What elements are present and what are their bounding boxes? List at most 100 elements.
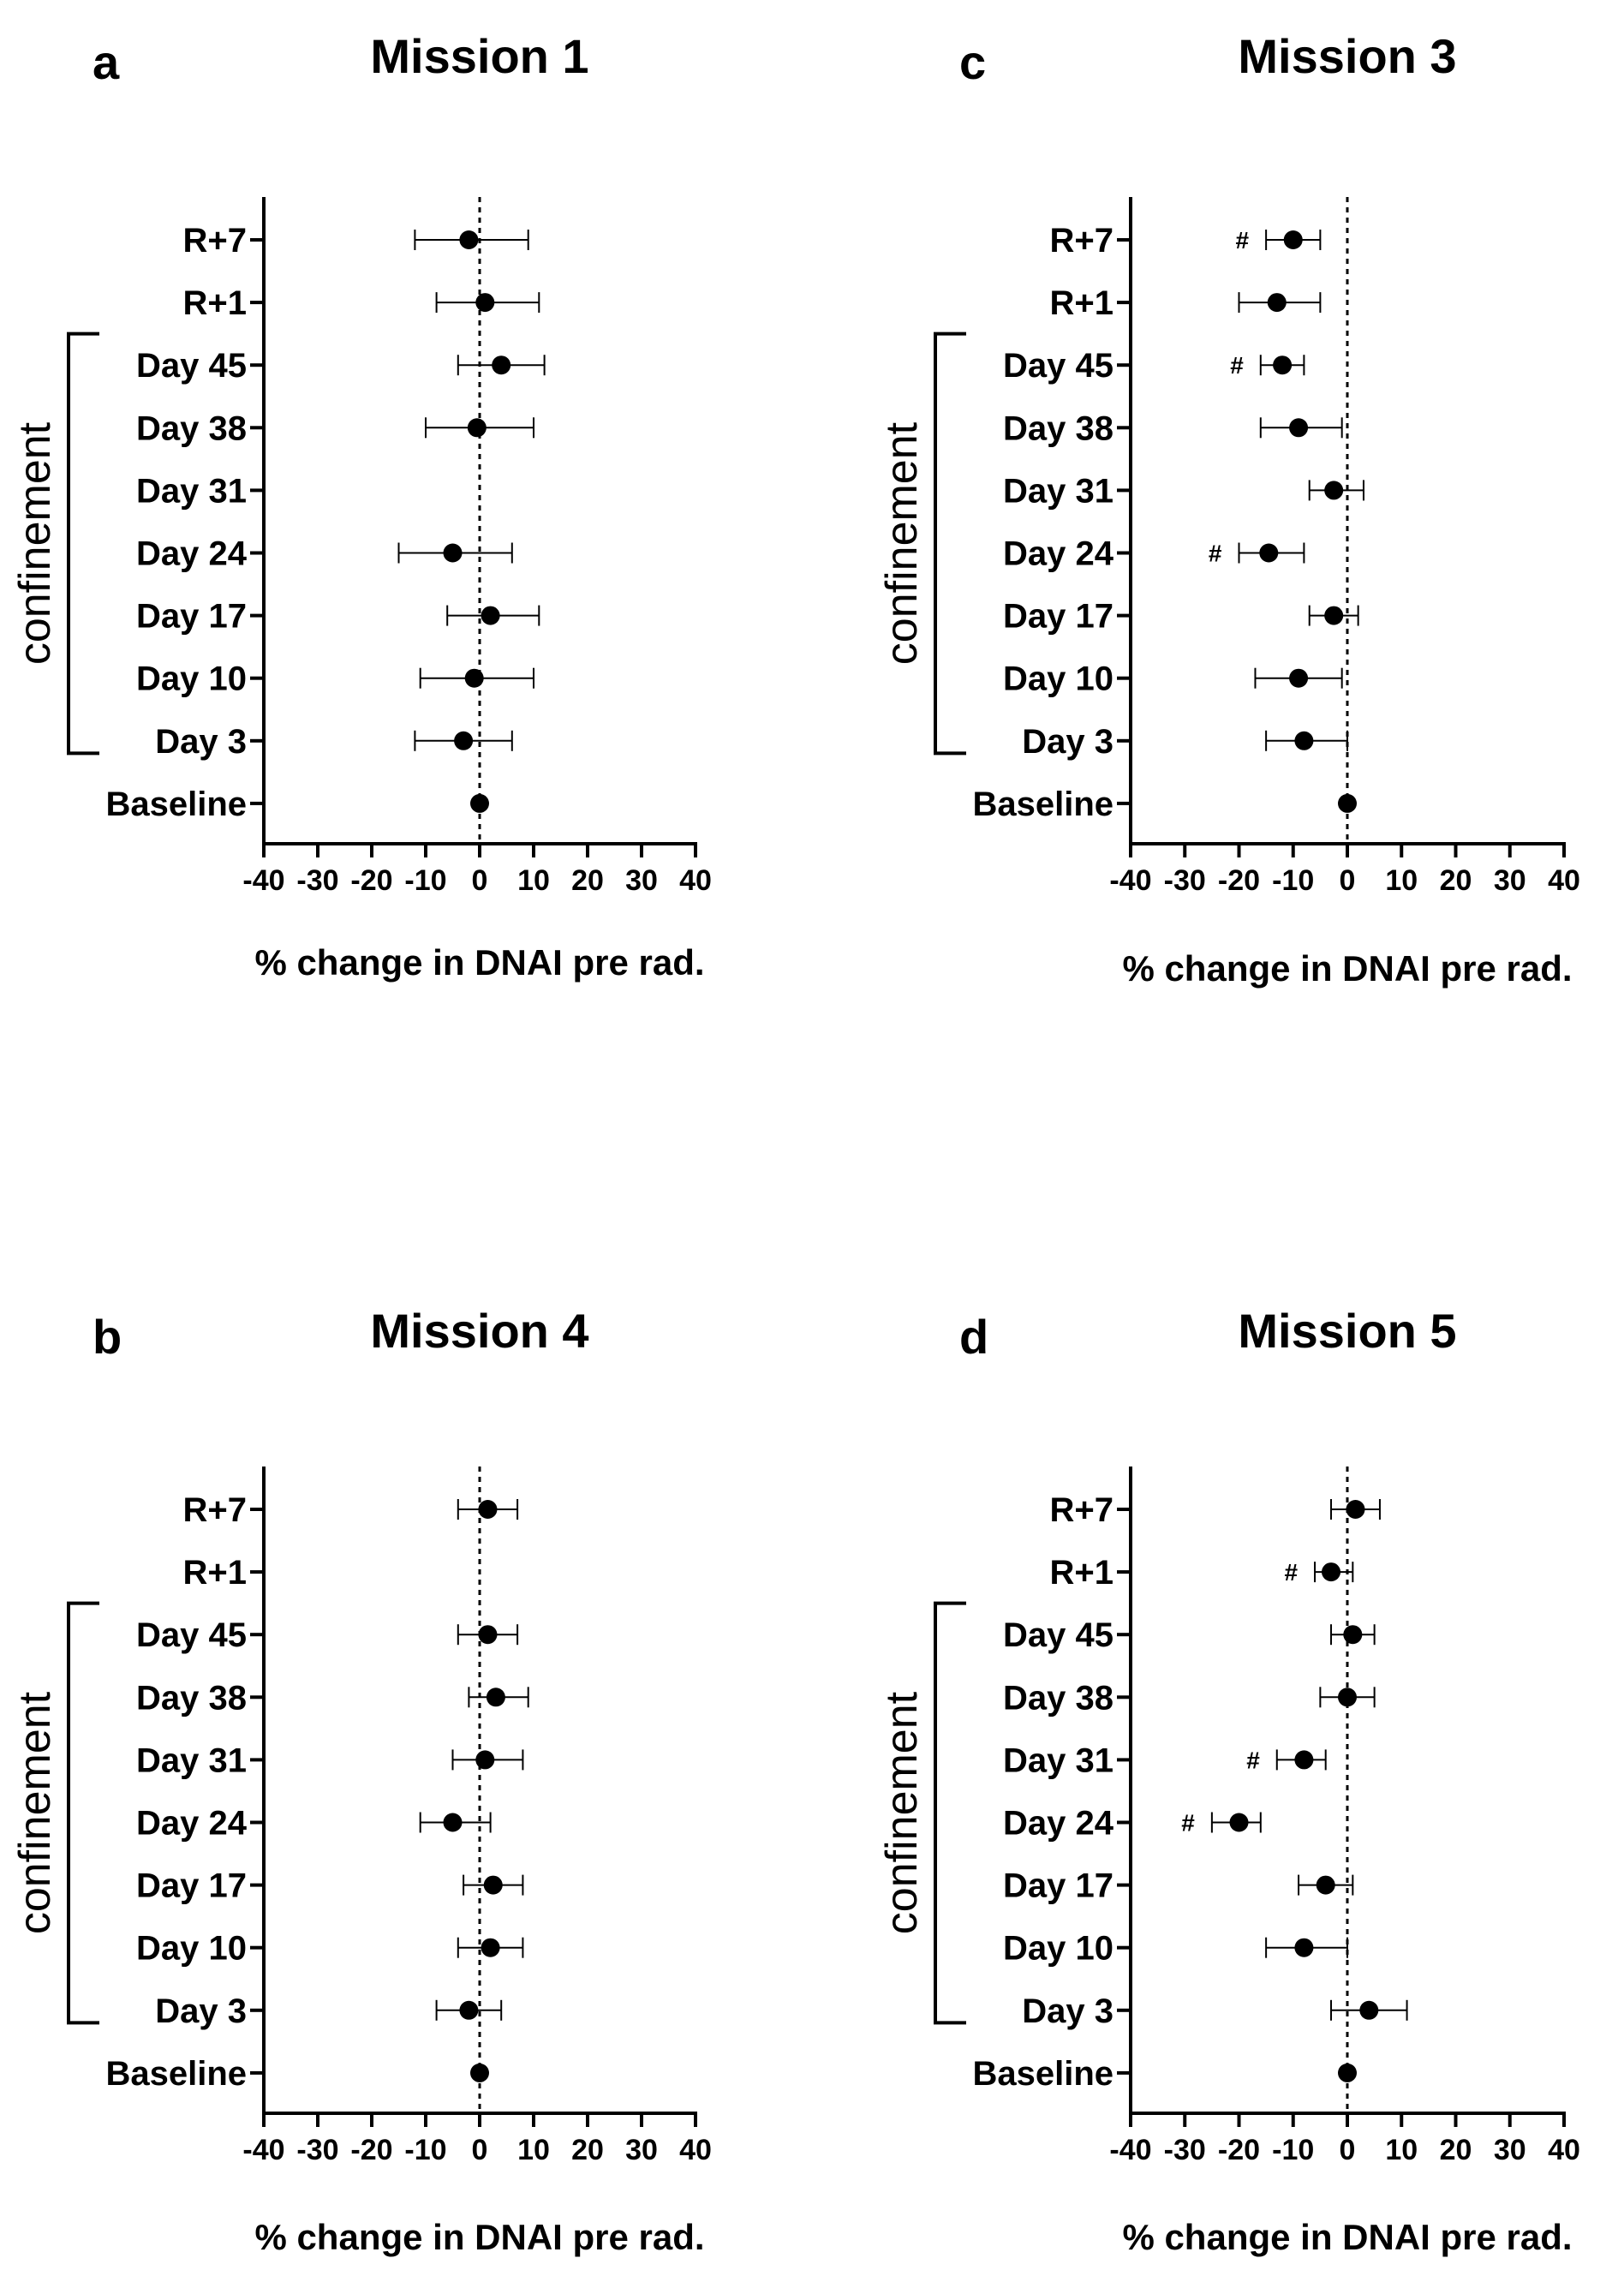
x-axis-label: % change in DNAI pre rad.	[1122, 2217, 1572, 2257]
x-tick-label: 0	[1340, 864, 1356, 897]
panel-mission-3: c Mission 3 % change in DNAI pre rad. -4…	[877, 29, 1580, 989]
data-point	[443, 1813, 463, 1832]
data-point	[1273, 355, 1293, 375]
data-point	[481, 606, 500, 625]
y-tick-label: Day 3	[155, 723, 247, 761]
panel-letter: c	[959, 35, 986, 89]
x-axis-label: % change in DNAI pre rad.	[1122, 948, 1572, 989]
y-tick-label: Day 45	[136, 1616, 247, 1654]
x-tick-label: 10	[1385, 864, 1418, 897]
data-point	[464, 668, 484, 688]
significance-marker: #	[1284, 1559, 1298, 1586]
x-tick-label: -10	[1272, 2134, 1314, 2166]
panel-title: Mission 4	[370, 1304, 588, 1358]
data-point	[1324, 606, 1344, 625]
x-tick-label: 20	[1440, 2134, 1472, 2166]
y-tick-label: Day 31	[136, 472, 247, 510]
data-point	[483, 1875, 503, 1895]
x-tick-label: 20	[571, 864, 604, 897]
data-point	[1359, 2000, 1379, 2020]
panel-letter: d	[959, 1310, 988, 1364]
y-tick-label: Day 10	[136, 1930, 247, 1968]
y-tick-label: Day 3	[155, 1992, 247, 2030]
panel-mission-4: b Mission 4 % change in DNAI pre rad. -4…	[10, 1304, 712, 2257]
data-point	[1289, 418, 1309, 438]
panel-mission-5: d Mission 5 % change in DNAI pre rad. -4…	[877, 1304, 1580, 2257]
y-tick-label: Day 24	[1003, 535, 1114, 573]
data-point	[443, 543, 463, 563]
y-tick-label: Day 31	[136, 1741, 247, 1779]
y-tick-label: Day 17	[136, 598, 247, 636]
y-tick-label: Baseline	[105, 786, 247, 823]
x-tick-label: -30	[296, 2134, 338, 2166]
x-tick-label: 40	[1548, 864, 1580, 897]
y-tick-label: Day 17	[1003, 598, 1114, 636]
x-tick-label: -40	[1109, 864, 1151, 897]
y-tick-label: Day 31	[1003, 1741, 1114, 1779]
x-tick-label: 10	[517, 864, 550, 897]
x-tick-label: 20	[571, 2134, 604, 2166]
x-tick-label: 0	[472, 2134, 488, 2166]
data-point	[454, 731, 474, 750]
significance-marker: #	[1236, 227, 1250, 254]
x-tick-label: 30	[1494, 2134, 1526, 2166]
x-axis-label: % change in DNAI pre rad.	[254, 2217, 704, 2257]
y-tick-label: Baseline	[972, 786, 1114, 823]
data-point	[1267, 293, 1287, 313]
x-axis-label: % change in DNAI pre rad.	[254, 942, 704, 983]
x-tick-label: 10	[1385, 2134, 1418, 2166]
y-tick-label: Day 45	[1003, 347, 1114, 385]
x-tick-label: -20	[350, 864, 392, 897]
panel-letter: a	[93, 35, 120, 89]
significance-marker: #	[1181, 1810, 1195, 1837]
y-tick-label: R+7	[183, 1491, 248, 1529]
data-point	[1289, 668, 1309, 688]
x-tick-label: 40	[679, 864, 712, 897]
y-tick-label: Baseline	[105, 2055, 247, 2093]
panel-title: Mission 1	[370, 29, 588, 83]
significance-marker: #	[1246, 1747, 1260, 1773]
x-tick-label: 10	[517, 2134, 550, 2166]
data-point	[486, 1688, 505, 1707]
data-point	[1259, 543, 1279, 563]
confinement-bracket	[67, 332, 99, 756]
x-tick-label: -30	[1164, 864, 1206, 897]
data-point	[478, 1625, 498, 1645]
data-point	[470, 2063, 489, 2082]
y-tick-label: Day 24	[136, 535, 248, 573]
y-tick-label: Day 24	[136, 1805, 248, 1843]
x-tick-label: -20	[1218, 2134, 1260, 2166]
x-tick-label: -30	[296, 864, 338, 897]
data-point	[1283, 230, 1303, 249]
panel-mission-1: a Mission 1 % change in DNAI pre rad. -4…	[10, 29, 712, 983]
data-point	[1322, 1562, 1341, 1582]
confinement-label: confinement	[877, 1691, 927, 1934]
data-point	[1324, 481, 1344, 500]
data-point	[459, 230, 479, 249]
data-point	[1294, 1750, 1314, 1770]
y-tick-label: Day 38	[136, 1679, 247, 1717]
y-tick-label: Day 38	[1003, 1679, 1114, 1717]
y-tick-label: Day 45	[1003, 1616, 1114, 1654]
panel-title: Mission 5	[1238, 1304, 1456, 1358]
data-point	[492, 355, 511, 375]
x-tick-label: 40	[1548, 2134, 1580, 2166]
x-tick-label: 20	[1440, 864, 1472, 897]
y-tick-label: Day 17	[136, 1867, 247, 1905]
data-point	[1294, 731, 1314, 750]
data-point	[1316, 1875, 1335, 1895]
y-tick-label: R+7	[183, 222, 248, 260]
y-tick-label: Day 24	[1003, 1805, 1114, 1843]
x-tick-label: -30	[1164, 2134, 1206, 2166]
data-point	[1229, 1813, 1249, 1832]
confinement-bracket	[934, 1601, 966, 2025]
x-tick-label: -10	[1272, 864, 1314, 897]
y-tick-label: Day 3	[1022, 1992, 1114, 2030]
y-tick-label: Day 38	[136, 409, 247, 447]
x-tick-label: 30	[625, 864, 658, 897]
data-point	[475, 293, 495, 313]
y-tick-label: R+1	[1050, 1554, 1114, 1592]
data-point	[1338, 1688, 1357, 1707]
y-tick-label: R+1	[183, 284, 248, 322]
